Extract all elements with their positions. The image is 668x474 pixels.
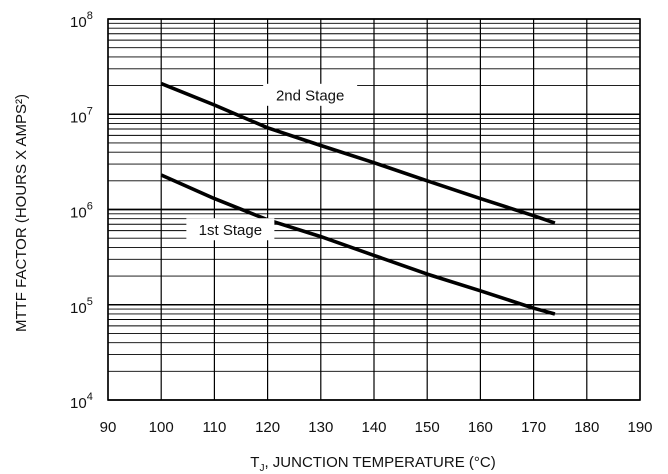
x-tick-label: 170 [521, 419, 546, 436]
x-axis-title-sub: J [259, 463, 264, 474]
y-tick-label: 104 [70, 391, 93, 412]
y-tick-label: 107 [70, 105, 93, 126]
y-axis-title-text: MTTF FACTOR (HOURS X AMPS²) [13, 94, 30, 332]
x-tick-label: 190 [627, 419, 652, 436]
y-tick-labels: 104 105 106 107 108 [70, 10, 93, 412]
label-2nd-stage-box [263, 83, 358, 106]
y-axis-title: MTTF FACTOR (HOURS X AMPS²) [13, 94, 30, 332]
x-axis-title-main: T [250, 454, 259, 471]
x-tick-label: 100 [149, 419, 174, 436]
x-axis-title: TJ, JUNCTION TEMPERATURE (°C) [250, 454, 495, 474]
series-labels: 2nd Stage 1st Stage [186, 83, 358, 241]
x-tick-label: 90 [100, 419, 117, 436]
x-tick-label: 120 [255, 419, 280, 436]
x-tick-label: 180 [574, 419, 599, 436]
label-1st-stage-box [186, 218, 275, 241]
y-tick-label: 108 [70, 10, 93, 31]
series-line-first-stage [160, 173, 556, 316]
y-tick-label: 105 [70, 296, 93, 317]
x-tick-label: 140 [361, 419, 386, 436]
series-lines [160, 81, 556, 316]
x-tick-label: 160 [468, 419, 493, 436]
x-tick-labels: 90 100 110 120 130 140 150 160 170 180 190 [100, 419, 653, 436]
x-tick-label: 130 [308, 419, 333, 436]
label-2nd-stage: 2nd Stage [276, 87, 344, 104]
plot-frame [107, 18, 641, 401]
x-axis-title-rest: , JUNCTION TEMPERATURE (°C) [264, 454, 495, 471]
x-tick-label: 110 [202, 419, 226, 436]
grid [107, 18, 641, 401]
x-tick-label: 150 [415, 419, 440, 436]
y-tick-label: 106 [70, 201, 93, 222]
label-1st-stage: 1st Stage [199, 222, 262, 239]
series-line-second-stage [160, 81, 556, 225]
